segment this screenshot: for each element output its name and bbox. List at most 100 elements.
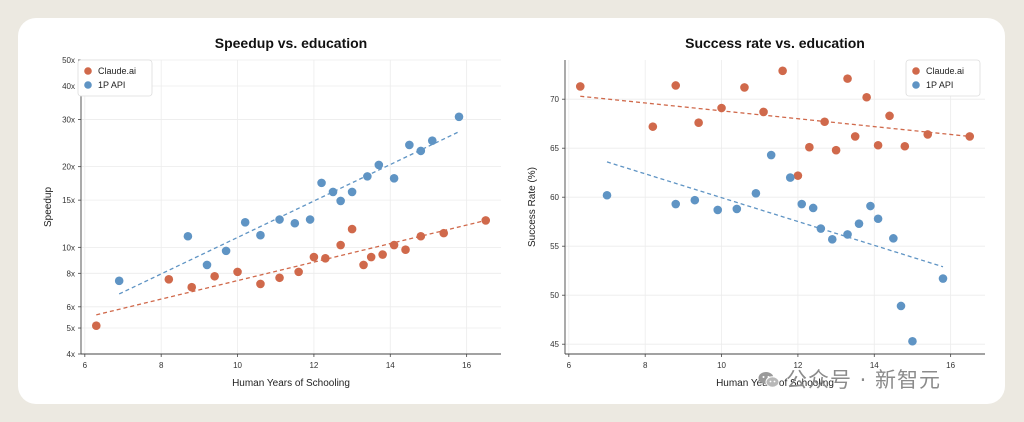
y-tick-label: 20x xyxy=(62,163,75,172)
data-point-claude xyxy=(401,245,410,254)
data-point-api xyxy=(416,146,426,156)
x-tick-label: 8 xyxy=(159,361,164,370)
x-tick-label: 10 xyxy=(717,361,726,370)
data-point-claude xyxy=(294,267,303,277)
trend-line xyxy=(96,219,486,316)
data-point-api xyxy=(363,172,372,181)
data-point-claude xyxy=(256,279,265,289)
x-tick-label: 12 xyxy=(793,361,802,370)
data-point-api xyxy=(114,276,124,286)
data-point-claude xyxy=(481,216,491,225)
data-point-claude xyxy=(164,274,174,284)
data-point-api xyxy=(751,188,761,198)
data-point-claude xyxy=(336,240,345,250)
x-tick-label: 6 xyxy=(83,361,88,370)
data-point-api xyxy=(785,173,795,182)
data-point-api xyxy=(690,195,700,205)
data-point-api xyxy=(305,215,315,224)
data-point-claude xyxy=(671,81,681,90)
trend-line xyxy=(580,95,970,138)
chart-success-rate: 6 8 10 12 14 16 45 50 55 60 65 70 Success rate vs. e… xyxy=(527,35,985,389)
data-point-api xyxy=(256,230,265,240)
data-point-claude xyxy=(805,142,814,152)
data-point-api xyxy=(328,187,338,197)
data-point-api xyxy=(240,218,250,227)
y-tick-label: 15x xyxy=(62,196,75,205)
data-point-api xyxy=(866,201,875,211)
data-point-api xyxy=(183,231,193,241)
data-point-claude xyxy=(347,224,357,234)
y-tick-label: 50x xyxy=(62,56,75,65)
x-tick-label: 12 xyxy=(309,361,318,370)
data-point-claude xyxy=(359,260,368,270)
x-tick-label: 10 xyxy=(233,361,242,370)
data-point-api xyxy=(454,112,464,122)
legend-marker xyxy=(84,67,92,75)
x-tick-label: 14 xyxy=(870,361,879,370)
data-point-api xyxy=(827,235,837,244)
legend-box xyxy=(905,59,981,97)
data-point-claude xyxy=(831,145,841,155)
y-axis-label: Speedup xyxy=(43,187,54,227)
x-tick-label: 16 xyxy=(462,361,471,370)
data-point-api xyxy=(275,215,284,224)
data-point-claude xyxy=(843,74,852,83)
trend-line xyxy=(118,131,460,295)
data-point-claude xyxy=(210,271,219,281)
data-point-api xyxy=(889,234,898,243)
data-point-api xyxy=(671,199,681,209)
charts-canvas: 6 8 10 12 14 16 4x 5x 6x 8x 10x 15x 20x 30x 40x 50x Spee… xyxy=(43,35,985,389)
data-point-api xyxy=(938,274,948,283)
y-tick-label: 40x xyxy=(62,82,75,91)
data-point-claude xyxy=(275,273,284,283)
data-point-api xyxy=(336,196,345,206)
data-point-claude xyxy=(850,132,860,141)
data-point-claude xyxy=(820,117,829,127)
y-tick-label: 50 xyxy=(550,291,559,300)
data-point-claude xyxy=(416,231,426,241)
data-point-claude xyxy=(439,228,449,238)
data-point-api xyxy=(873,214,883,224)
data-point-api xyxy=(347,187,357,197)
data-point-claude xyxy=(862,92,871,102)
y-tick-label: 45 xyxy=(550,340,559,349)
legend: Claude.ai 1P API xyxy=(905,59,981,97)
legend-label: 1P API xyxy=(926,80,953,90)
data-point-claude xyxy=(900,141,910,151)
data-point-api xyxy=(854,219,864,228)
data-point-claude xyxy=(366,252,376,262)
data-point-api xyxy=(713,205,723,215)
y-axis-label: Success Rate (%) xyxy=(527,167,538,247)
data-point-api xyxy=(843,230,852,239)
legend-label: Claude.ai xyxy=(926,66,964,76)
x-tick-label: 6 xyxy=(567,361,572,370)
y-tick-label: 60 xyxy=(550,193,559,202)
legend-box xyxy=(77,59,153,97)
data-point-claude xyxy=(873,140,883,150)
data-point-claude xyxy=(885,111,894,121)
data-point-claude xyxy=(91,321,101,331)
x-tick-label: 14 xyxy=(386,361,395,370)
legend-label: 1P API xyxy=(98,80,125,90)
data-point-api xyxy=(290,218,300,228)
data-point-api xyxy=(427,136,437,145)
data-point-api xyxy=(317,178,326,188)
data-point-api xyxy=(221,246,231,256)
data-point-api xyxy=(816,224,826,233)
y-tick-label: 55 xyxy=(550,242,559,251)
data-point-claude xyxy=(694,118,703,128)
data-point-claude xyxy=(740,83,749,92)
trend-line xyxy=(606,161,944,268)
data-point-api xyxy=(202,260,212,270)
y-tick-label: 6x xyxy=(67,303,75,312)
data-point-claude xyxy=(389,240,399,250)
data-point-claude xyxy=(187,282,197,292)
chart-title: Speedup vs. education xyxy=(215,35,367,51)
data-point-claude xyxy=(778,66,787,76)
legend: Claude.ai 1P API xyxy=(77,59,153,97)
y-tick-label: 8x xyxy=(67,269,75,278)
data-point-api xyxy=(908,336,917,346)
watermark: 公众号 · 新智元 xyxy=(758,364,941,394)
wechat-icon xyxy=(758,370,780,388)
data-point-api xyxy=(766,150,776,160)
